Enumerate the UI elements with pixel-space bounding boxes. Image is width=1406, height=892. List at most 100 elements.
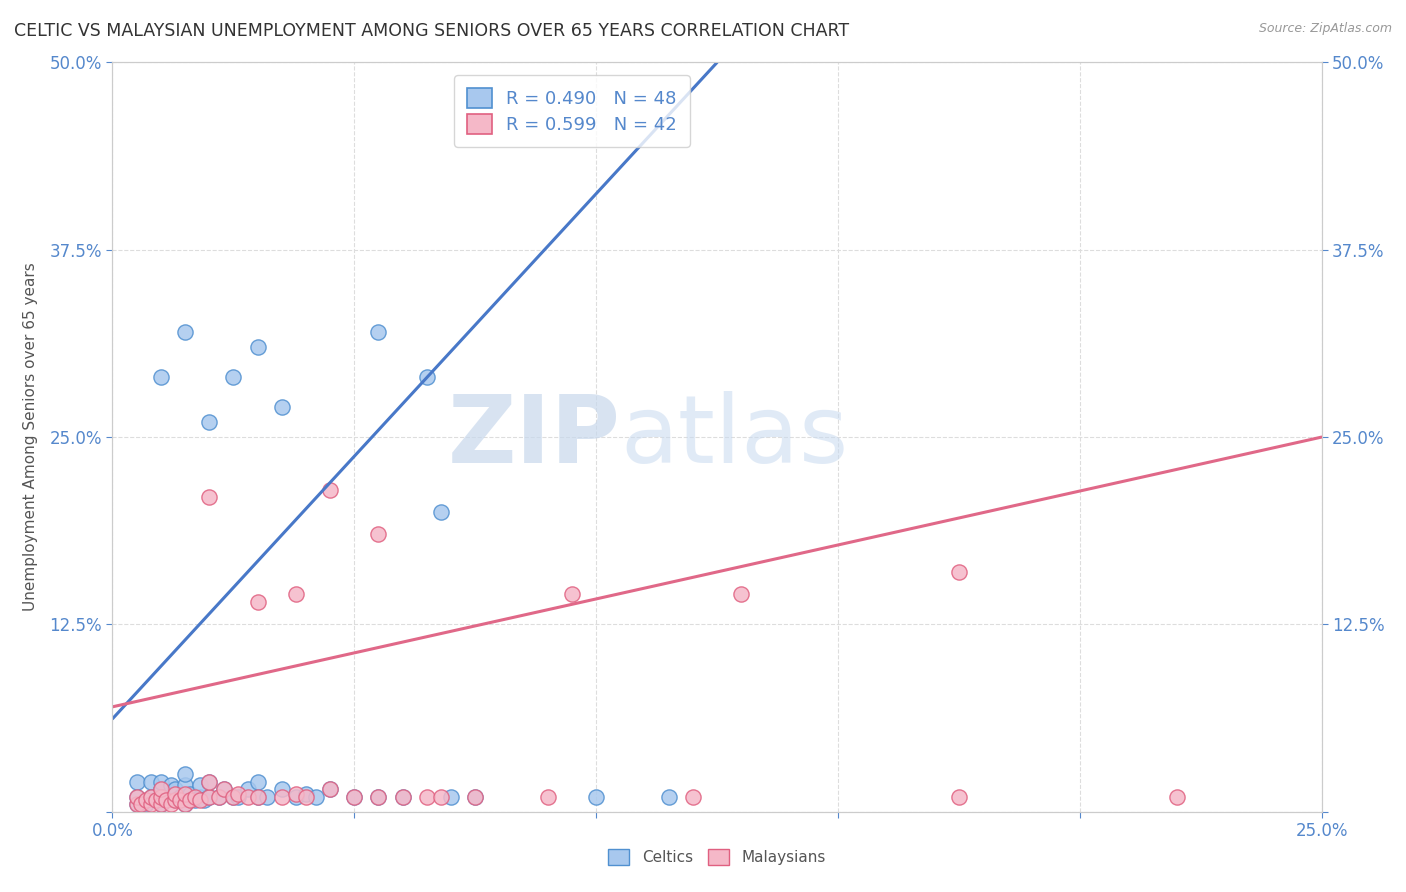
Point: [125, 789, 148, 804]
Point: [246, 789, 269, 804]
Point: [169, 793, 191, 807]
Point: [1166, 789, 1188, 804]
Point: [208, 789, 231, 804]
Legend: Celtics, Malaysians: Celtics, Malaysians: [602, 843, 832, 871]
Point: [416, 789, 439, 804]
Point: [440, 789, 463, 804]
Point: [149, 797, 172, 812]
Point: [141, 789, 163, 804]
Point: [246, 340, 269, 354]
Point: [304, 789, 326, 804]
Point: [174, 797, 197, 812]
Point: [295, 787, 318, 801]
Point: [174, 778, 197, 792]
Point: [155, 793, 177, 807]
Point: [285, 587, 308, 601]
Point: [149, 782, 172, 797]
Point: [141, 789, 163, 804]
Point: [367, 789, 389, 804]
Point: [188, 778, 211, 792]
Point: [165, 793, 187, 807]
Point: [159, 778, 181, 792]
Point: [367, 527, 389, 541]
Point: [367, 789, 389, 804]
Text: CELTIC VS MALAYSIAN UNEMPLOYMENT AMONG SENIORS OVER 65 YEARS CORRELATION CHART: CELTIC VS MALAYSIAN UNEMPLOYMENT AMONG S…: [14, 22, 849, 40]
Point: [179, 787, 201, 801]
Point: [295, 789, 318, 804]
Point: [174, 787, 197, 801]
Point: [165, 782, 187, 797]
Point: [183, 789, 205, 804]
Point: [464, 789, 486, 804]
Point: [212, 782, 235, 797]
Point: [391, 789, 413, 804]
Point: [198, 789, 221, 804]
Point: [222, 789, 245, 804]
Point: [948, 789, 970, 804]
Point: [174, 325, 197, 339]
Point: [585, 789, 607, 804]
Point: [416, 370, 439, 384]
Point: [174, 789, 197, 804]
Point: [125, 789, 148, 804]
Point: [430, 789, 453, 804]
Point: [149, 797, 172, 812]
Point: [198, 774, 221, 789]
Point: [561, 587, 583, 601]
Point: [222, 370, 245, 384]
Point: [159, 797, 181, 812]
Point: [236, 782, 259, 797]
Point: [165, 793, 187, 807]
Text: Source: ZipAtlas.com: Source: ZipAtlas.com: [1258, 22, 1392, 36]
Point: [198, 774, 221, 789]
Point: [179, 793, 201, 807]
Point: [682, 789, 704, 804]
Point: [430, 505, 453, 519]
Point: [149, 789, 172, 804]
Point: [159, 789, 181, 804]
Point: [226, 789, 249, 804]
Point: [319, 782, 342, 797]
Point: [149, 774, 172, 789]
Point: [236, 789, 259, 804]
Point: [285, 789, 308, 804]
Point: [658, 789, 681, 804]
Point: [169, 789, 191, 804]
Point: [391, 789, 413, 804]
Point: [135, 793, 157, 807]
Point: [135, 797, 157, 812]
Text: atlas: atlas: [620, 391, 849, 483]
Point: [256, 789, 278, 804]
Point: [165, 787, 187, 801]
Y-axis label: Unemployment Among Seniors over 65 years: Unemployment Among Seniors over 65 years: [24, 263, 38, 611]
Point: [188, 793, 211, 807]
Point: [464, 789, 486, 804]
Point: [343, 789, 366, 804]
Point: [174, 767, 197, 781]
Point: [246, 595, 269, 609]
Point: [246, 789, 269, 804]
Point: [270, 789, 292, 804]
Point: [343, 789, 366, 804]
Point: [188, 789, 211, 804]
Point: [125, 797, 148, 812]
Point: [948, 565, 970, 579]
Point: [208, 789, 231, 804]
Text: ZIP: ZIP: [447, 391, 620, 483]
Point: [319, 782, 342, 797]
Point: [125, 797, 148, 812]
Point: [212, 782, 235, 797]
Point: [246, 774, 269, 789]
Point: [198, 789, 221, 804]
Point: [226, 787, 249, 801]
Point: [125, 774, 148, 789]
Point: [174, 797, 197, 812]
Point: [141, 774, 163, 789]
Point: [537, 789, 560, 804]
Point: [141, 797, 163, 812]
Point: [155, 793, 177, 807]
Point: [730, 587, 752, 601]
Point: [198, 415, 221, 429]
Point: [319, 483, 342, 497]
Point: [270, 782, 292, 797]
